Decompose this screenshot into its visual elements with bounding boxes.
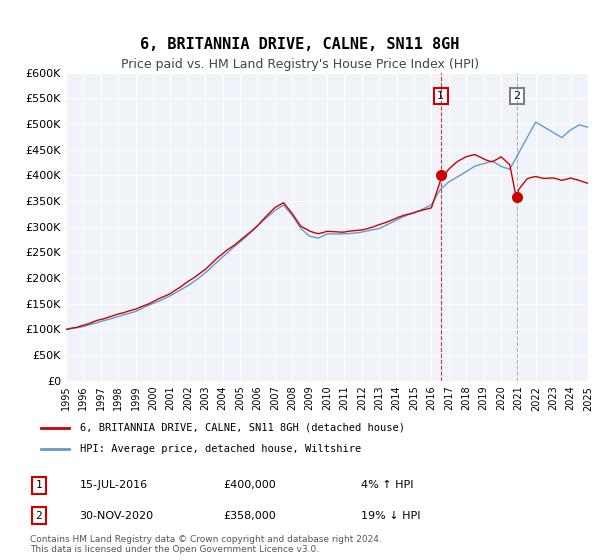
Text: 2: 2 — [35, 511, 42, 521]
Text: 19% ↓ HPI: 19% ↓ HPI — [361, 511, 421, 521]
Text: 1: 1 — [437, 91, 444, 101]
Text: HPI: Average price, detached house, Wiltshire: HPI: Average price, detached house, Wilt… — [80, 444, 361, 454]
Text: 30-NOV-2020: 30-NOV-2020 — [80, 511, 154, 521]
Text: £400,000: £400,000 — [223, 480, 276, 490]
Text: 1: 1 — [35, 480, 42, 490]
Text: Contains HM Land Registry data © Crown copyright and database right 2024.
This d: Contains HM Land Registry data © Crown c… — [30, 535, 382, 554]
Text: 6, BRITANNIA DRIVE, CALNE, SN11 8GH: 6, BRITANNIA DRIVE, CALNE, SN11 8GH — [140, 38, 460, 52]
Text: 15-JUL-2016: 15-JUL-2016 — [80, 480, 148, 490]
Text: 6, BRITANNIA DRIVE, CALNE, SN11 8GH (detached house): 6, BRITANNIA DRIVE, CALNE, SN11 8GH (det… — [80, 423, 404, 433]
Text: Price paid vs. HM Land Registry's House Price Index (HPI): Price paid vs. HM Land Registry's House … — [121, 58, 479, 71]
Text: £358,000: £358,000 — [223, 511, 276, 521]
Text: 2: 2 — [514, 91, 521, 101]
Text: 4% ↑ HPI: 4% ↑ HPI — [361, 480, 414, 490]
